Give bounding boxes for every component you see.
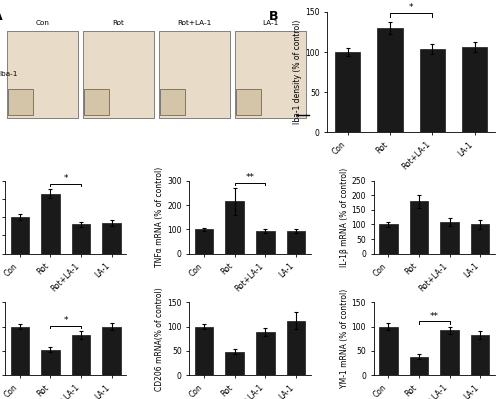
FancyBboxPatch shape — [236, 89, 261, 115]
Bar — [41, 350, 60, 375]
Bar — [256, 231, 274, 254]
Text: **: ** — [246, 173, 254, 182]
Bar — [420, 49, 445, 132]
Y-axis label: Iba-1 density (% of control): Iba-1 density (% of control) — [294, 20, 302, 124]
Bar — [440, 222, 459, 254]
Bar — [226, 201, 244, 254]
Text: **: ** — [430, 312, 439, 321]
Bar — [10, 217, 29, 254]
FancyBboxPatch shape — [160, 89, 185, 115]
Bar — [102, 326, 121, 375]
Bar — [410, 357, 428, 375]
Bar — [462, 47, 487, 132]
FancyBboxPatch shape — [84, 89, 109, 115]
Text: *: * — [64, 174, 68, 183]
Bar — [72, 225, 90, 254]
Bar — [379, 225, 398, 254]
Bar — [195, 229, 213, 254]
Y-axis label: YM-1 mRNA (% of control): YM-1 mRNA (% of control) — [340, 289, 349, 388]
Bar — [287, 231, 305, 254]
Bar — [195, 326, 213, 375]
Bar — [226, 352, 244, 375]
Bar — [41, 194, 60, 254]
Y-axis label: TNFα mRNA (% of control): TNFα mRNA (% of control) — [156, 167, 164, 267]
Text: B: B — [268, 10, 278, 23]
FancyBboxPatch shape — [8, 89, 33, 115]
FancyBboxPatch shape — [158, 31, 230, 118]
Y-axis label: CD206 mRNA(% of control): CD206 mRNA(% of control) — [156, 287, 164, 391]
FancyBboxPatch shape — [82, 31, 154, 118]
Text: *: * — [64, 316, 68, 325]
Bar — [377, 28, 402, 132]
Bar — [335, 52, 360, 132]
Y-axis label: IL-1β mRNA (% of control): IL-1β mRNA (% of control) — [340, 168, 349, 267]
Bar — [379, 326, 398, 375]
Text: Rot+LA-1: Rot+LA-1 — [177, 20, 212, 26]
Bar — [256, 332, 274, 375]
Bar — [440, 330, 459, 375]
Text: Rot: Rot — [112, 20, 124, 26]
FancyBboxPatch shape — [234, 31, 306, 118]
Text: *: * — [409, 3, 414, 12]
Bar — [10, 326, 29, 375]
Text: LA-1: LA-1 — [262, 20, 278, 26]
Bar — [471, 225, 490, 254]
Bar — [471, 335, 490, 375]
Text: Con: Con — [36, 20, 49, 26]
Bar — [102, 223, 121, 254]
FancyBboxPatch shape — [6, 31, 78, 118]
Text: A: A — [0, 10, 2, 23]
Bar — [287, 321, 305, 375]
Text: Iba-1: Iba-1 — [0, 71, 17, 77]
Bar — [410, 201, 428, 254]
Bar — [72, 335, 90, 375]
